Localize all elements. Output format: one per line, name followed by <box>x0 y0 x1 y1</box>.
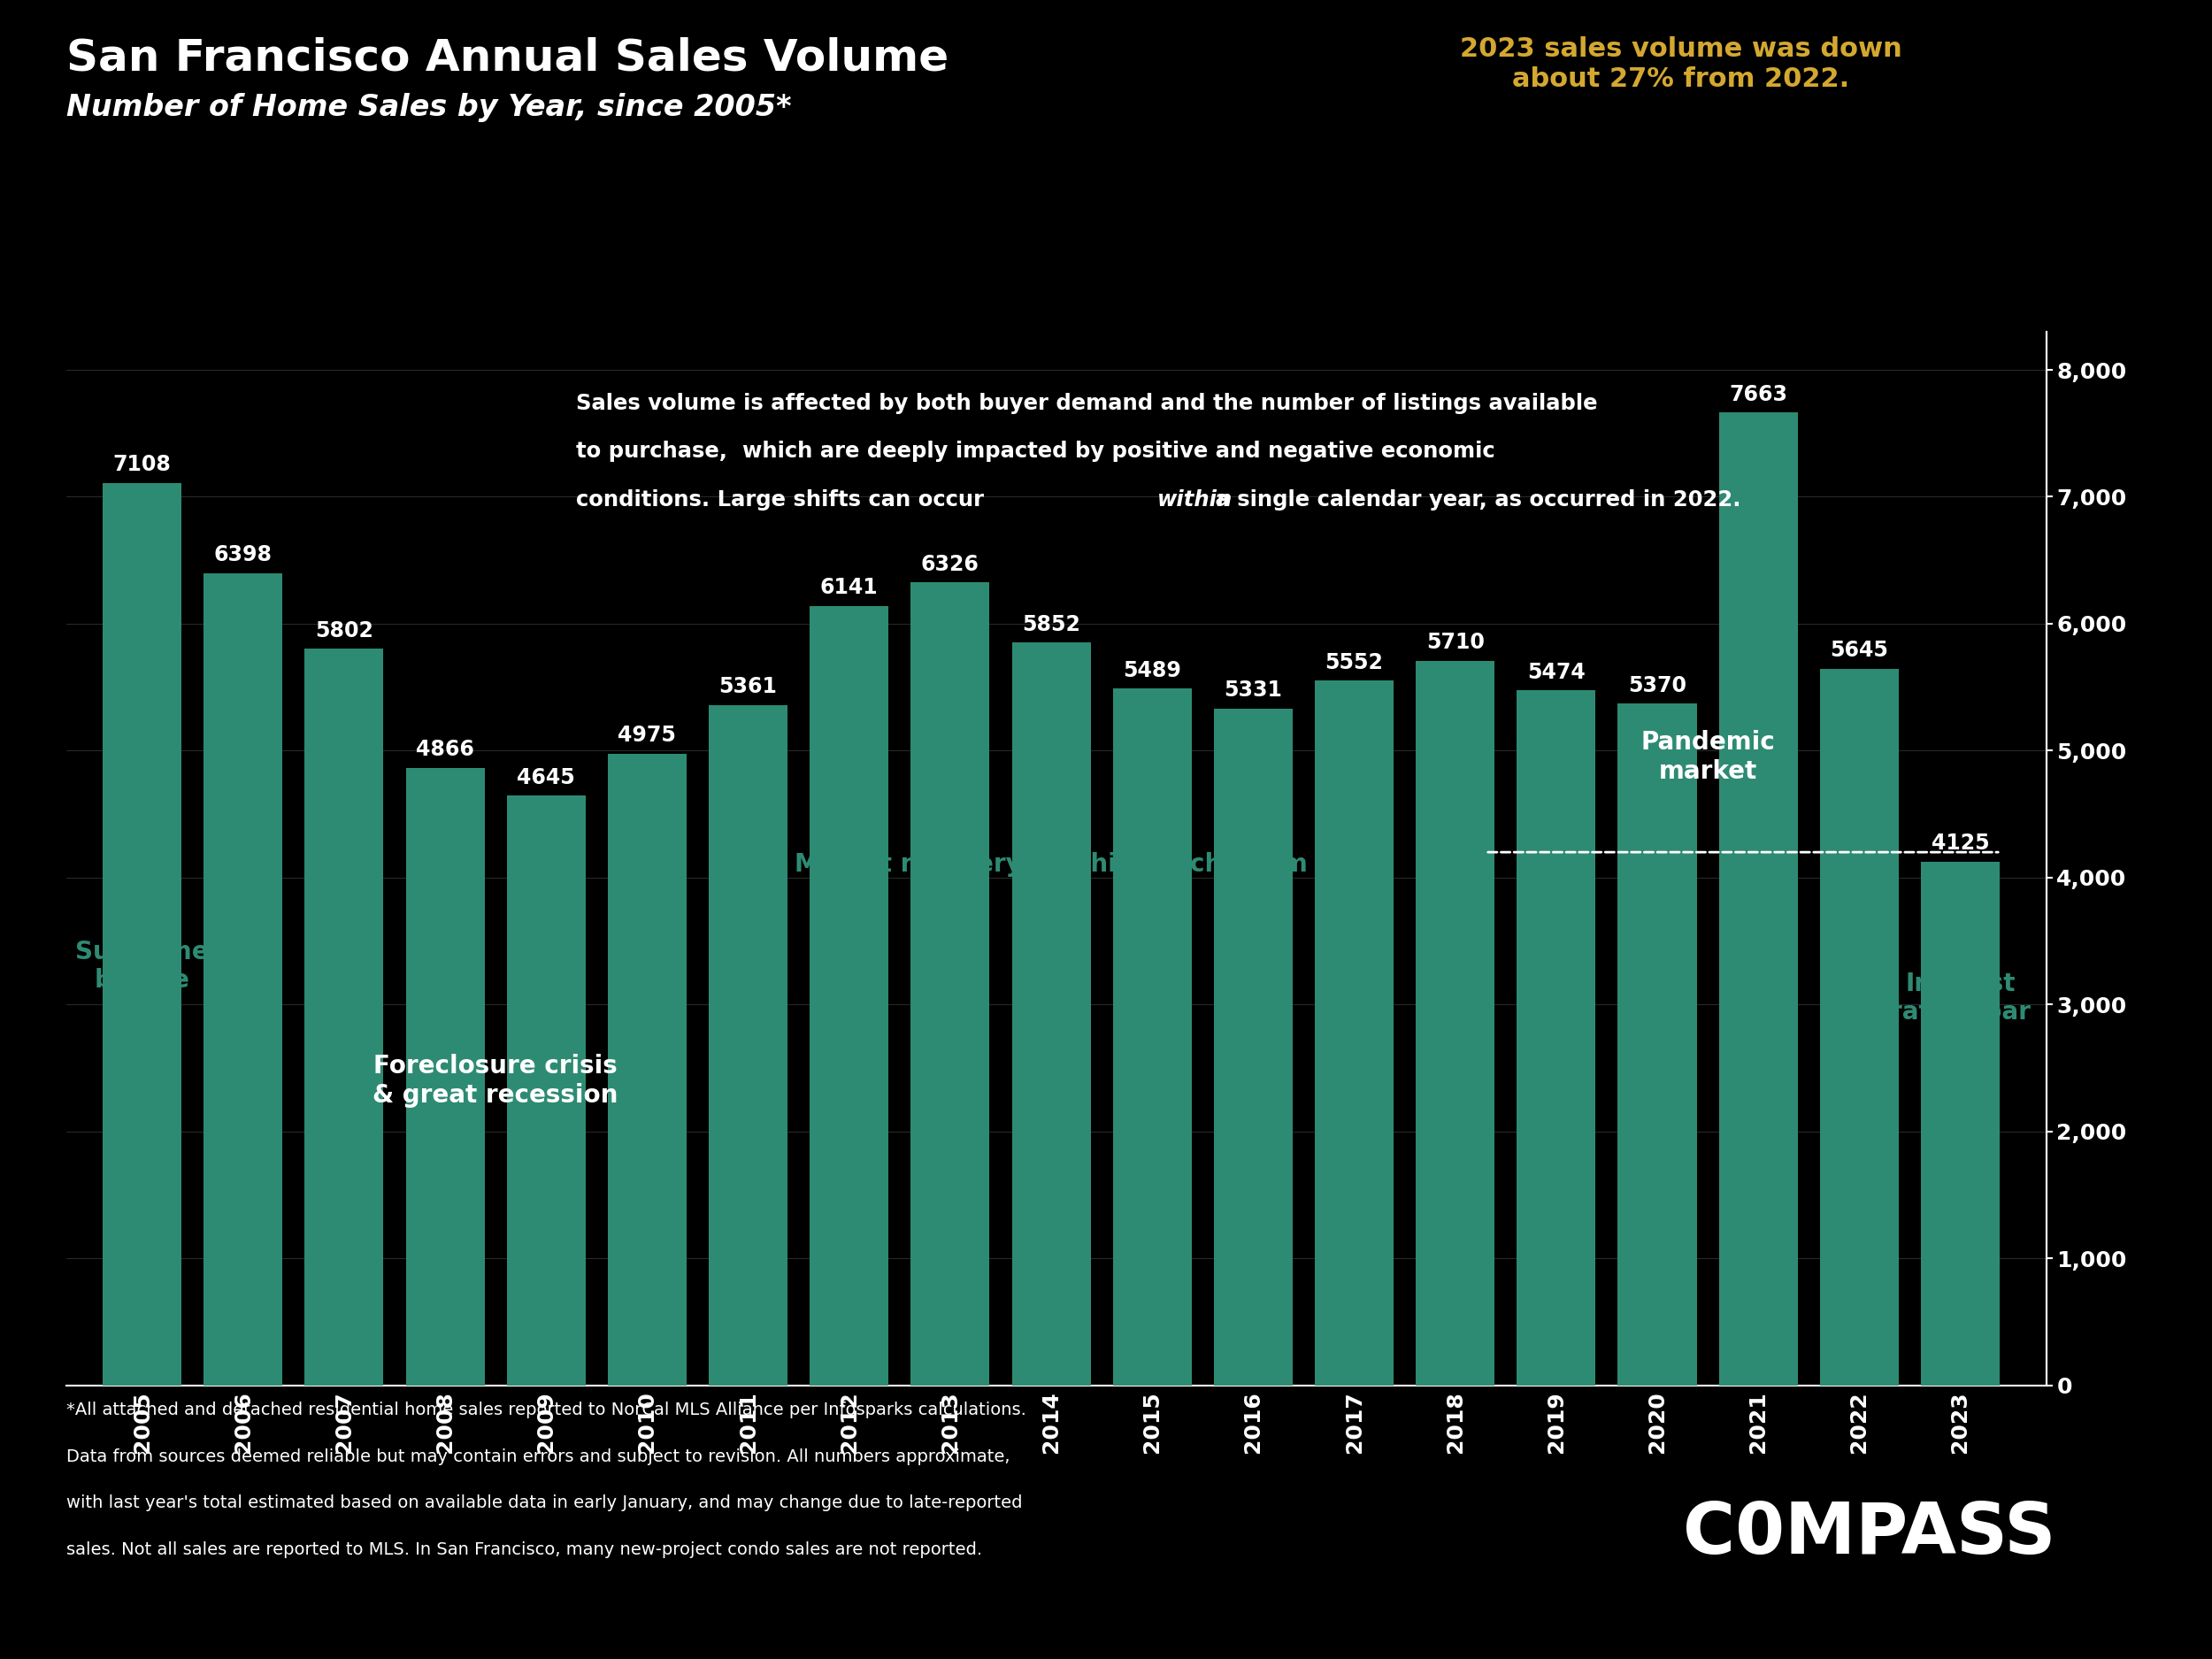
Text: Foreclosure crisis
& great recession: Foreclosure crisis & great recession <box>374 1053 619 1107</box>
Bar <box>1416 660 1495 1385</box>
Text: 4975: 4975 <box>617 725 677 747</box>
Text: 5474: 5474 <box>1526 662 1586 684</box>
Bar <box>305 649 383 1385</box>
Bar <box>507 796 586 1385</box>
Text: C0MPASS: C0MPASS <box>1683 1500 2055 1569</box>
Bar <box>1214 708 1292 1385</box>
Text: *All attached and detached residential home sales reported to NorCal MLS Allianc: *All attached and detached residential h… <box>66 1402 1026 1418</box>
Bar <box>708 705 787 1385</box>
Text: 5361: 5361 <box>719 675 776 697</box>
Bar <box>1617 703 1697 1385</box>
Text: 4645: 4645 <box>518 766 575 788</box>
Text: 4125: 4125 <box>1931 833 1989 854</box>
Text: 2023 sales volume was down
about 27% from 2022.: 2023 sales volume was down about 27% fro… <box>1460 36 1902 91</box>
Bar <box>1719 413 1798 1385</box>
Bar <box>1314 680 1394 1385</box>
Text: 5370: 5370 <box>1628 675 1686 697</box>
Text: 5645: 5645 <box>1829 640 1889 662</box>
Bar <box>1113 688 1192 1385</box>
Bar <box>911 582 989 1385</box>
Text: Number of Home Sales by Year, since 2005*: Number of Home Sales by Year, since 2005… <box>66 93 792 123</box>
Bar <box>1820 669 1898 1385</box>
Text: 6398: 6398 <box>215 544 272 566</box>
Text: Pandemic
market: Pandemic market <box>1641 730 1774 783</box>
Text: conditions. Large shifts can occur: conditions. Large shifts can occur <box>577 489 991 511</box>
Text: 7663: 7663 <box>1730 383 1787 405</box>
Text: Sales volume is affected by both buyer demand and the number of listings availab: Sales volume is affected by both buyer d… <box>577 393 1597 415</box>
Bar <box>204 574 283 1385</box>
Text: 5802: 5802 <box>314 620 374 642</box>
Text: to purchase,  which are deeply impacted by positive and negative economic: to purchase, which are deeply impacted b… <box>577 441 1495 463</box>
Text: 5852: 5852 <box>1022 614 1079 635</box>
Text: sales. Not all sales are reported to MLS. In San Francisco, many new-project con: sales. Not all sales are reported to MLS… <box>66 1541 982 1558</box>
Bar <box>608 753 686 1385</box>
Text: 5552: 5552 <box>1325 652 1382 674</box>
Bar <box>1517 690 1595 1385</box>
Text: 4866: 4866 <box>416 738 473 760</box>
Text: 6141: 6141 <box>821 577 878 599</box>
Text: 7108: 7108 <box>113 455 170 476</box>
Text: 5489: 5489 <box>1124 660 1181 680</box>
Text: Data from sources deemed reliable but may contain errors and subject to revision: Data from sources deemed reliable but ma… <box>66 1448 1011 1465</box>
Bar <box>405 768 484 1385</box>
Text: with last year's total estimated based on available data in early January, and m: with last year's total estimated based o… <box>66 1495 1022 1511</box>
Text: 5710: 5710 <box>1427 632 1484 654</box>
Text: within: within <box>1157 489 1232 511</box>
Bar <box>1011 642 1091 1385</box>
Bar <box>102 483 181 1385</box>
Bar <box>1920 861 2000 1385</box>
Text: 6326: 6326 <box>920 554 980 574</box>
Bar <box>810 606 889 1385</box>
Text: a single calendar year, as occurred in 2022.: a single calendar year, as occurred in 2… <box>1208 489 1741 511</box>
Text: Market recovery and high-tech boom: Market recovery and high-tech boom <box>794 853 1307 878</box>
Text: Interest
rates soar: Interest rates soar <box>1889 972 2031 1025</box>
Text: San Francisco Annual Sales Volume: San Francisco Annual Sales Volume <box>66 36 949 80</box>
Text: Subprime
bubble: Subprime bubble <box>75 939 208 994</box>
Text: 5331: 5331 <box>1223 680 1283 702</box>
